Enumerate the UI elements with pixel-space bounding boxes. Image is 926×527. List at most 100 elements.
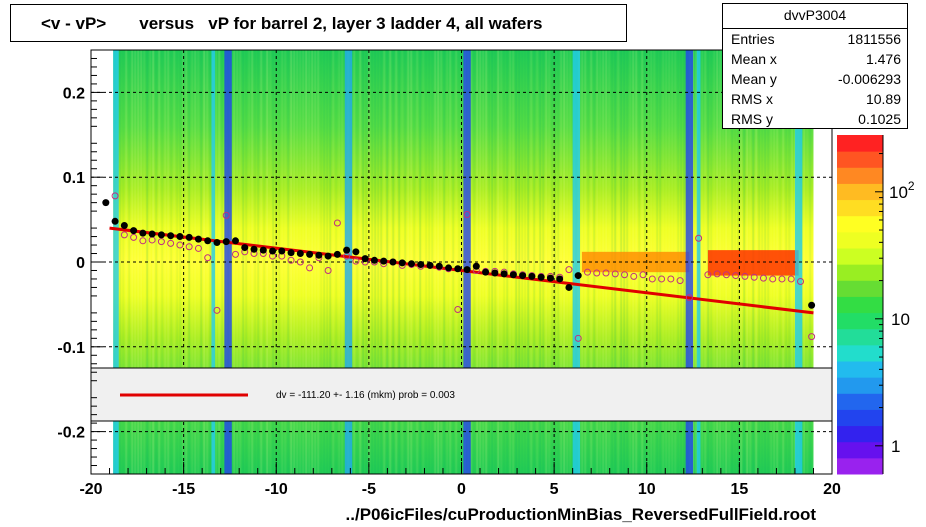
profile-point: [250, 245, 258, 253]
profile-point: [167, 232, 175, 240]
profile-point: [241, 244, 249, 252]
open-marker: [454, 305, 462, 313]
open-marker: [111, 192, 119, 200]
grid-lines: [91, 50, 832, 474]
profile-point: [556, 275, 564, 283]
open-marker: [676, 277, 684, 285]
colorbar-cell: [837, 296, 883, 314]
dead-strip: [224, 50, 232, 474]
open-marker: [639, 271, 647, 279]
stats-value: 1811556: [847, 31, 901, 47]
hot-band: [581, 251, 690, 273]
colorbar-cell: [837, 167, 883, 184]
fit-legend-box: dv = -111.20 +- 1.16 (mkm) prob = 0.003: [90, 367, 833, 422]
profile-point: [519, 272, 527, 280]
open-marker: [658, 275, 666, 283]
open-marker: [667, 275, 675, 283]
title-box: <v - vP> versus vP for barrel 2, layer 3…: [10, 4, 627, 42]
colorbar-cell: [837, 344, 883, 362]
y-tick-label: -0.1: [57, 340, 85, 357]
y-tick-label: 0.2: [63, 85, 85, 102]
stats-box: dvvP3004 Entries 1811556 Mean x 1.476 Mean y…: [722, 3, 908, 129]
profile-point: [491, 269, 499, 277]
profile-point: [315, 251, 323, 259]
stats-separator: [723, 28, 907, 29]
profile-point: [528, 272, 536, 280]
profile-point: [808, 301, 816, 309]
x-tick-label: 10: [638, 481, 656, 498]
profile-point: [389, 258, 397, 266]
profile-point: [435, 262, 443, 270]
y-tick-label: 0.1: [63, 170, 85, 187]
open-marker: [732, 272, 740, 280]
open-marker: [213, 306, 221, 314]
colorbar-cell: [837, 409, 883, 427]
open-marker: [574, 334, 582, 342]
x-tick-label: -5: [362, 481, 376, 498]
profile-point: [213, 238, 221, 246]
profile-point: [278, 247, 286, 255]
stats-label: Entries: [731, 31, 775, 47]
profile-point: [120, 222, 128, 230]
open-marker: [463, 211, 471, 219]
profile-point: [204, 237, 212, 245]
axes: -20 -15 -10 -5 0 5 10 15 20 -0.2 -0.1 0 0.1 0.2: [57, 49, 841, 498]
colorbar-cell: [837, 215, 883, 233]
dead-strip: [572, 50, 581, 474]
open-marker: [769, 275, 777, 283]
colorbar-label: 1: [891, 437, 900, 456]
profile-point: [259, 246, 267, 254]
colorbar-label: 10: [891, 310, 910, 329]
open-marker: [621, 271, 629, 279]
profile-point: [500, 270, 508, 278]
open-marker: [352, 257, 360, 265]
open-marker: [204, 254, 212, 262]
y-tick-label: 0: [76, 255, 85, 272]
open-marker: [808, 333, 816, 341]
open-marker: [231, 250, 239, 258]
profile-point: [352, 248, 360, 256]
dead-strip: [685, 50, 694, 474]
profile-point: [148, 230, 156, 238]
open-marker: [194, 244, 202, 252]
colorbar: 1 10 102: [837, 135, 915, 475]
colorbar-cell: [837, 393, 883, 410]
markers-layer: [102, 192, 816, 342]
x-tick-label: 5: [550, 481, 559, 498]
x-tick-label: 20: [823, 481, 841, 498]
profile-point: [130, 227, 138, 235]
open-marker: [333, 219, 341, 227]
open-marker: [787, 275, 795, 283]
profile-point: [463, 266, 471, 274]
open-marker: [704, 271, 712, 279]
profile-point: [176, 233, 184, 241]
colorbar-cell: [837, 135, 883, 152]
colorbar-cell: [837, 441, 883, 459]
profile-point: [287, 249, 295, 257]
stats-label: Mean y: [731, 71, 777, 87]
profile-point: [454, 265, 462, 273]
chart-title: <v - vP> versus vP for barrel 2, layer 3…: [41, 14, 543, 33]
profile-point: [306, 250, 314, 258]
open-marker: [306, 264, 314, 272]
profile-point: [509, 271, 517, 279]
profile-point: [407, 260, 415, 268]
x-tick-label: 0: [457, 481, 466, 498]
stats-value: 0.1025: [858, 111, 901, 127]
profile-point: [472, 262, 480, 270]
dead-strip: [794, 50, 803, 474]
open-marker: [750, 273, 758, 281]
open-marker: [176, 241, 184, 249]
profile-point: [185, 233, 193, 241]
colorbar-cell: [837, 199, 883, 217]
profile-point: [417, 261, 425, 269]
profile-point: [343, 246, 351, 254]
open-marker: [157, 238, 165, 246]
profile-point: [296, 250, 304, 258]
profile-point: [565, 283, 573, 291]
open-marker: [611, 270, 619, 278]
profile-point: [370, 256, 378, 264]
stats-title: dvvP3004: [783, 7, 847, 23]
profile-point: [269, 247, 277, 255]
